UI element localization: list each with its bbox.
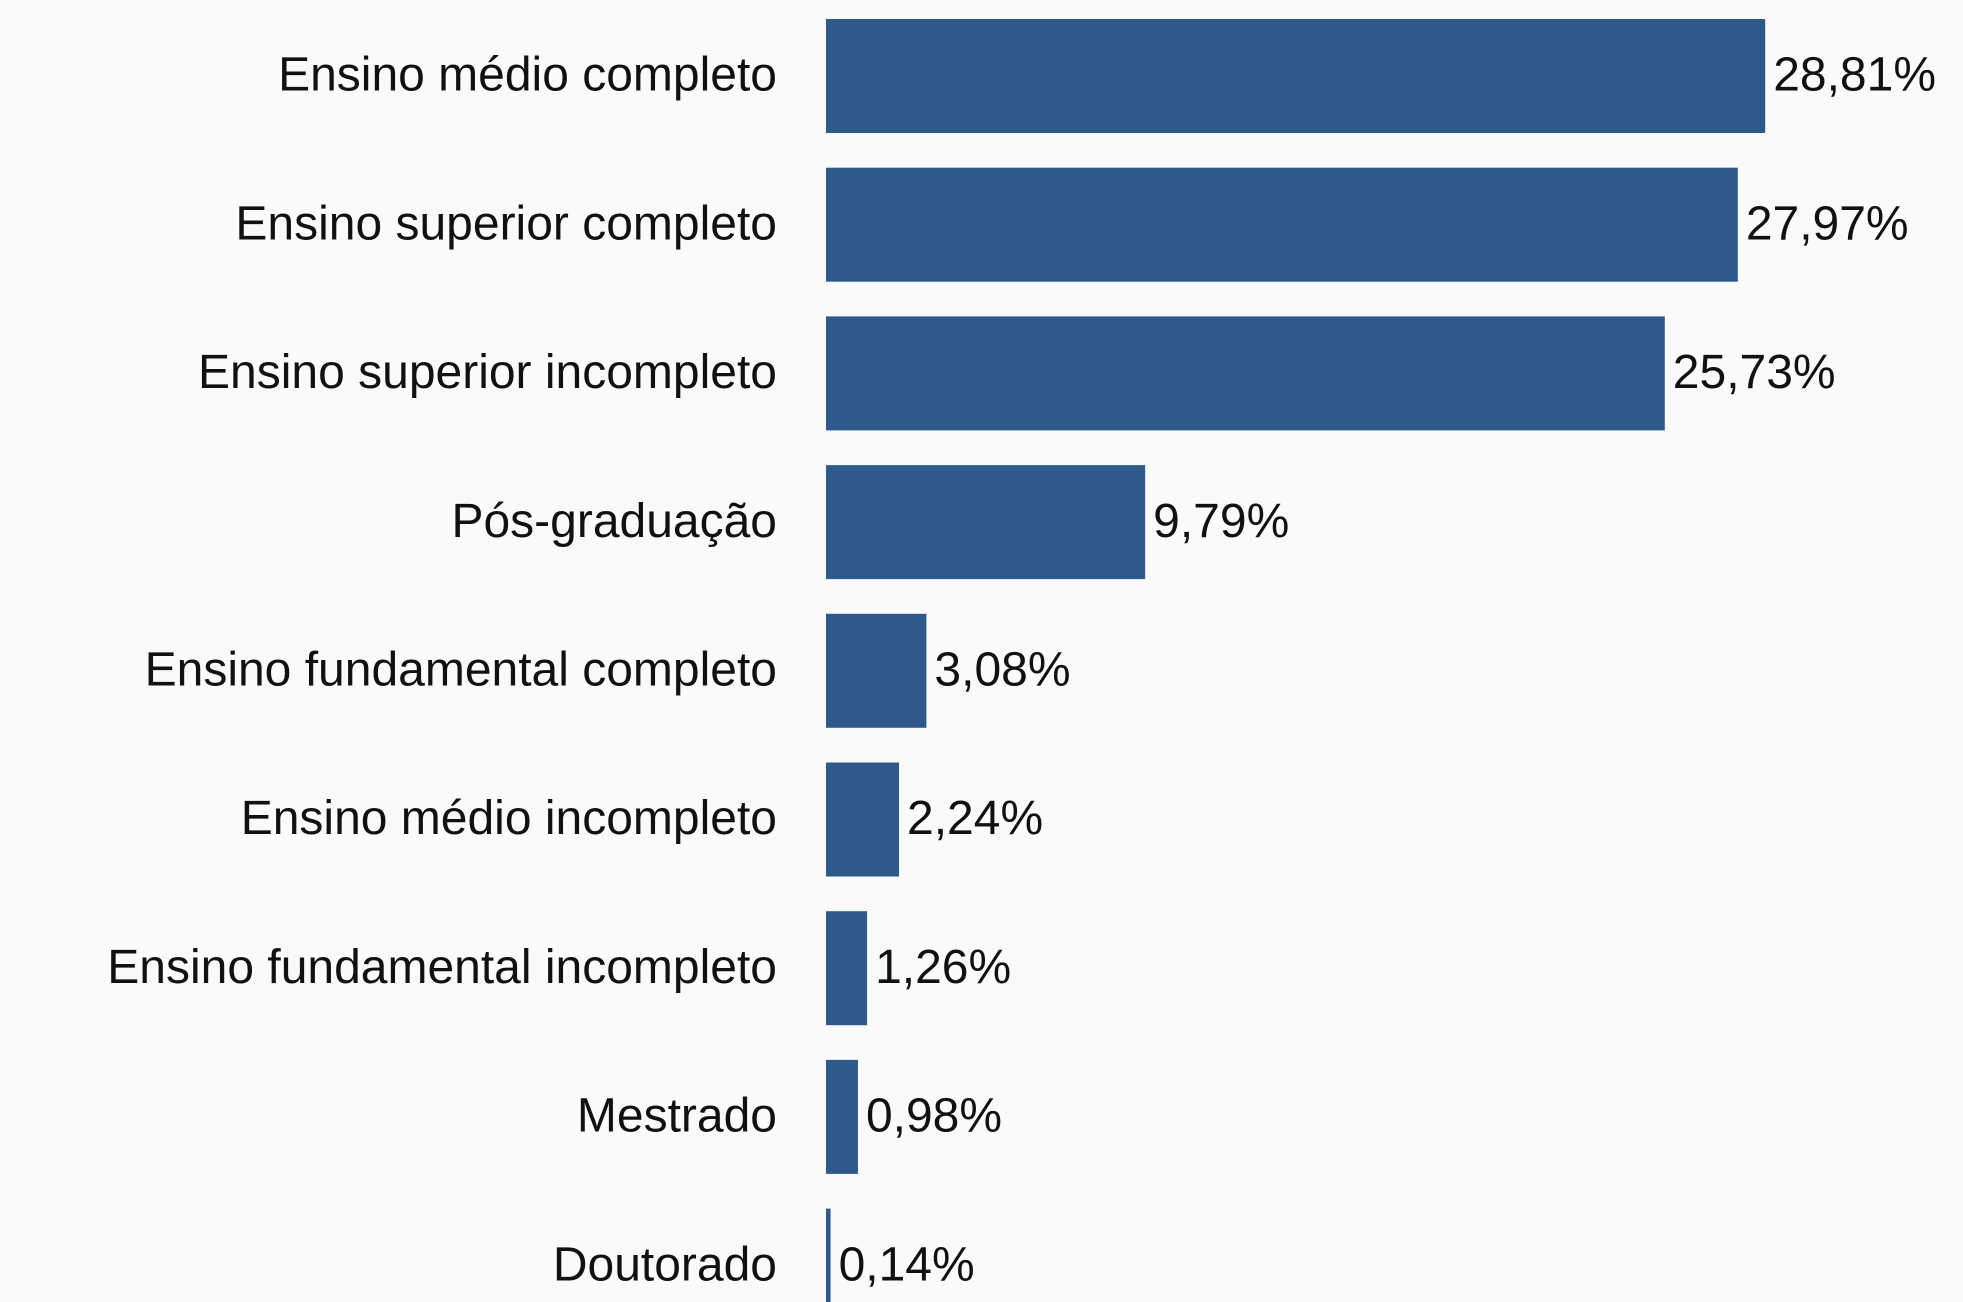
category-label: Pós-graduação xyxy=(451,495,777,548)
value-label: 0,14% xyxy=(839,1238,975,1291)
value-label: 25,73% xyxy=(1673,346,1836,399)
bar xyxy=(826,762,900,877)
category-label: Doutorado xyxy=(553,1238,777,1291)
bar xyxy=(826,1059,858,1174)
value-label: 1,26% xyxy=(875,941,1011,994)
value-label: 3,08% xyxy=(934,643,1070,696)
bar xyxy=(826,1208,831,1302)
bar xyxy=(826,316,1665,431)
bar xyxy=(826,167,1738,282)
category-label: Ensino fundamental incompleto xyxy=(107,941,777,994)
bar xyxy=(826,911,868,1026)
value-label: 0,98% xyxy=(866,1090,1002,1143)
value-label: 28,81% xyxy=(1773,49,1936,102)
value-label: 2,24% xyxy=(907,792,1043,845)
category-label: Ensino fundamental completo xyxy=(145,643,777,696)
category-label: Ensino superior incompleto xyxy=(198,346,777,399)
bar xyxy=(826,465,1146,580)
bar xyxy=(826,19,1766,133)
category-label: Mestrado xyxy=(577,1090,777,1143)
value-label: 27,97% xyxy=(1746,197,1909,250)
category-label: Ensino médio incompleto xyxy=(241,792,777,845)
bar xyxy=(826,613,927,728)
value-label: 9,79% xyxy=(1153,495,1289,548)
category-label: Ensino superior completo xyxy=(235,197,777,250)
category-label: Ensino médio completo xyxy=(278,49,777,102)
